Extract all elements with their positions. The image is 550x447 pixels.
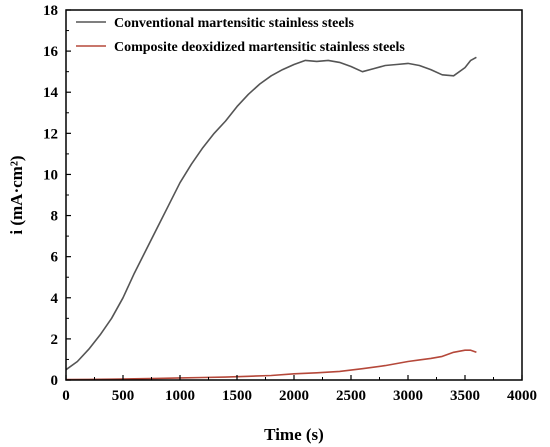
x-tick-label: 500 bbox=[112, 388, 135, 404]
x-tick-label: 2000 bbox=[279, 388, 309, 404]
y-tick-label: 6 bbox=[51, 250, 59, 266]
x-tick-label: 1500 bbox=[222, 388, 252, 404]
y-axis-title: i (mA·cm²) bbox=[7, 155, 26, 234]
legend-label-conventional: Conventional martensitic stainless steel… bbox=[114, 16, 354, 31]
y-tick-label: 8 bbox=[51, 209, 59, 225]
y-tick-label: 0 bbox=[51, 373, 59, 389]
y-tick-label: 16 bbox=[43, 44, 59, 60]
x-tick-label: 3000 bbox=[393, 388, 423, 404]
x-tick-label: 2500 bbox=[336, 388, 366, 404]
y-tick-label: 4 bbox=[51, 291, 59, 307]
x-tick-label: 1000 bbox=[165, 388, 195, 404]
y-tick-label: 2 bbox=[51, 332, 59, 348]
legend-label-composite: Composite deoxidized martensitic stainle… bbox=[114, 40, 405, 55]
x-tick-label: 3500 bbox=[450, 388, 480, 404]
y-tick-label: 18 bbox=[43, 3, 58, 19]
x-tick-label: 4000 bbox=[507, 388, 537, 404]
legend: Conventional martensitic stainless steel… bbox=[76, 16, 405, 55]
plot-frame bbox=[65, 9, 523, 381]
y-tick-label: 10 bbox=[43, 167, 58, 183]
axis-ticks: 0 500 1000 1500 2000 2500 3000 3500 4000 0 2 4 6 8 10 1… bbox=[43, 3, 537, 404]
y-tick-label: 12 bbox=[43, 126, 58, 142]
x-axis-title: Time (s) bbox=[264, 425, 324, 444]
series-line-1 bbox=[65, 349, 477, 381]
x-tick-label: 0 bbox=[62, 388, 70, 404]
plot-content bbox=[65, 56, 477, 381]
series-line-0 bbox=[65, 56, 477, 371]
y-tick-label: 14 bbox=[43, 85, 59, 101]
